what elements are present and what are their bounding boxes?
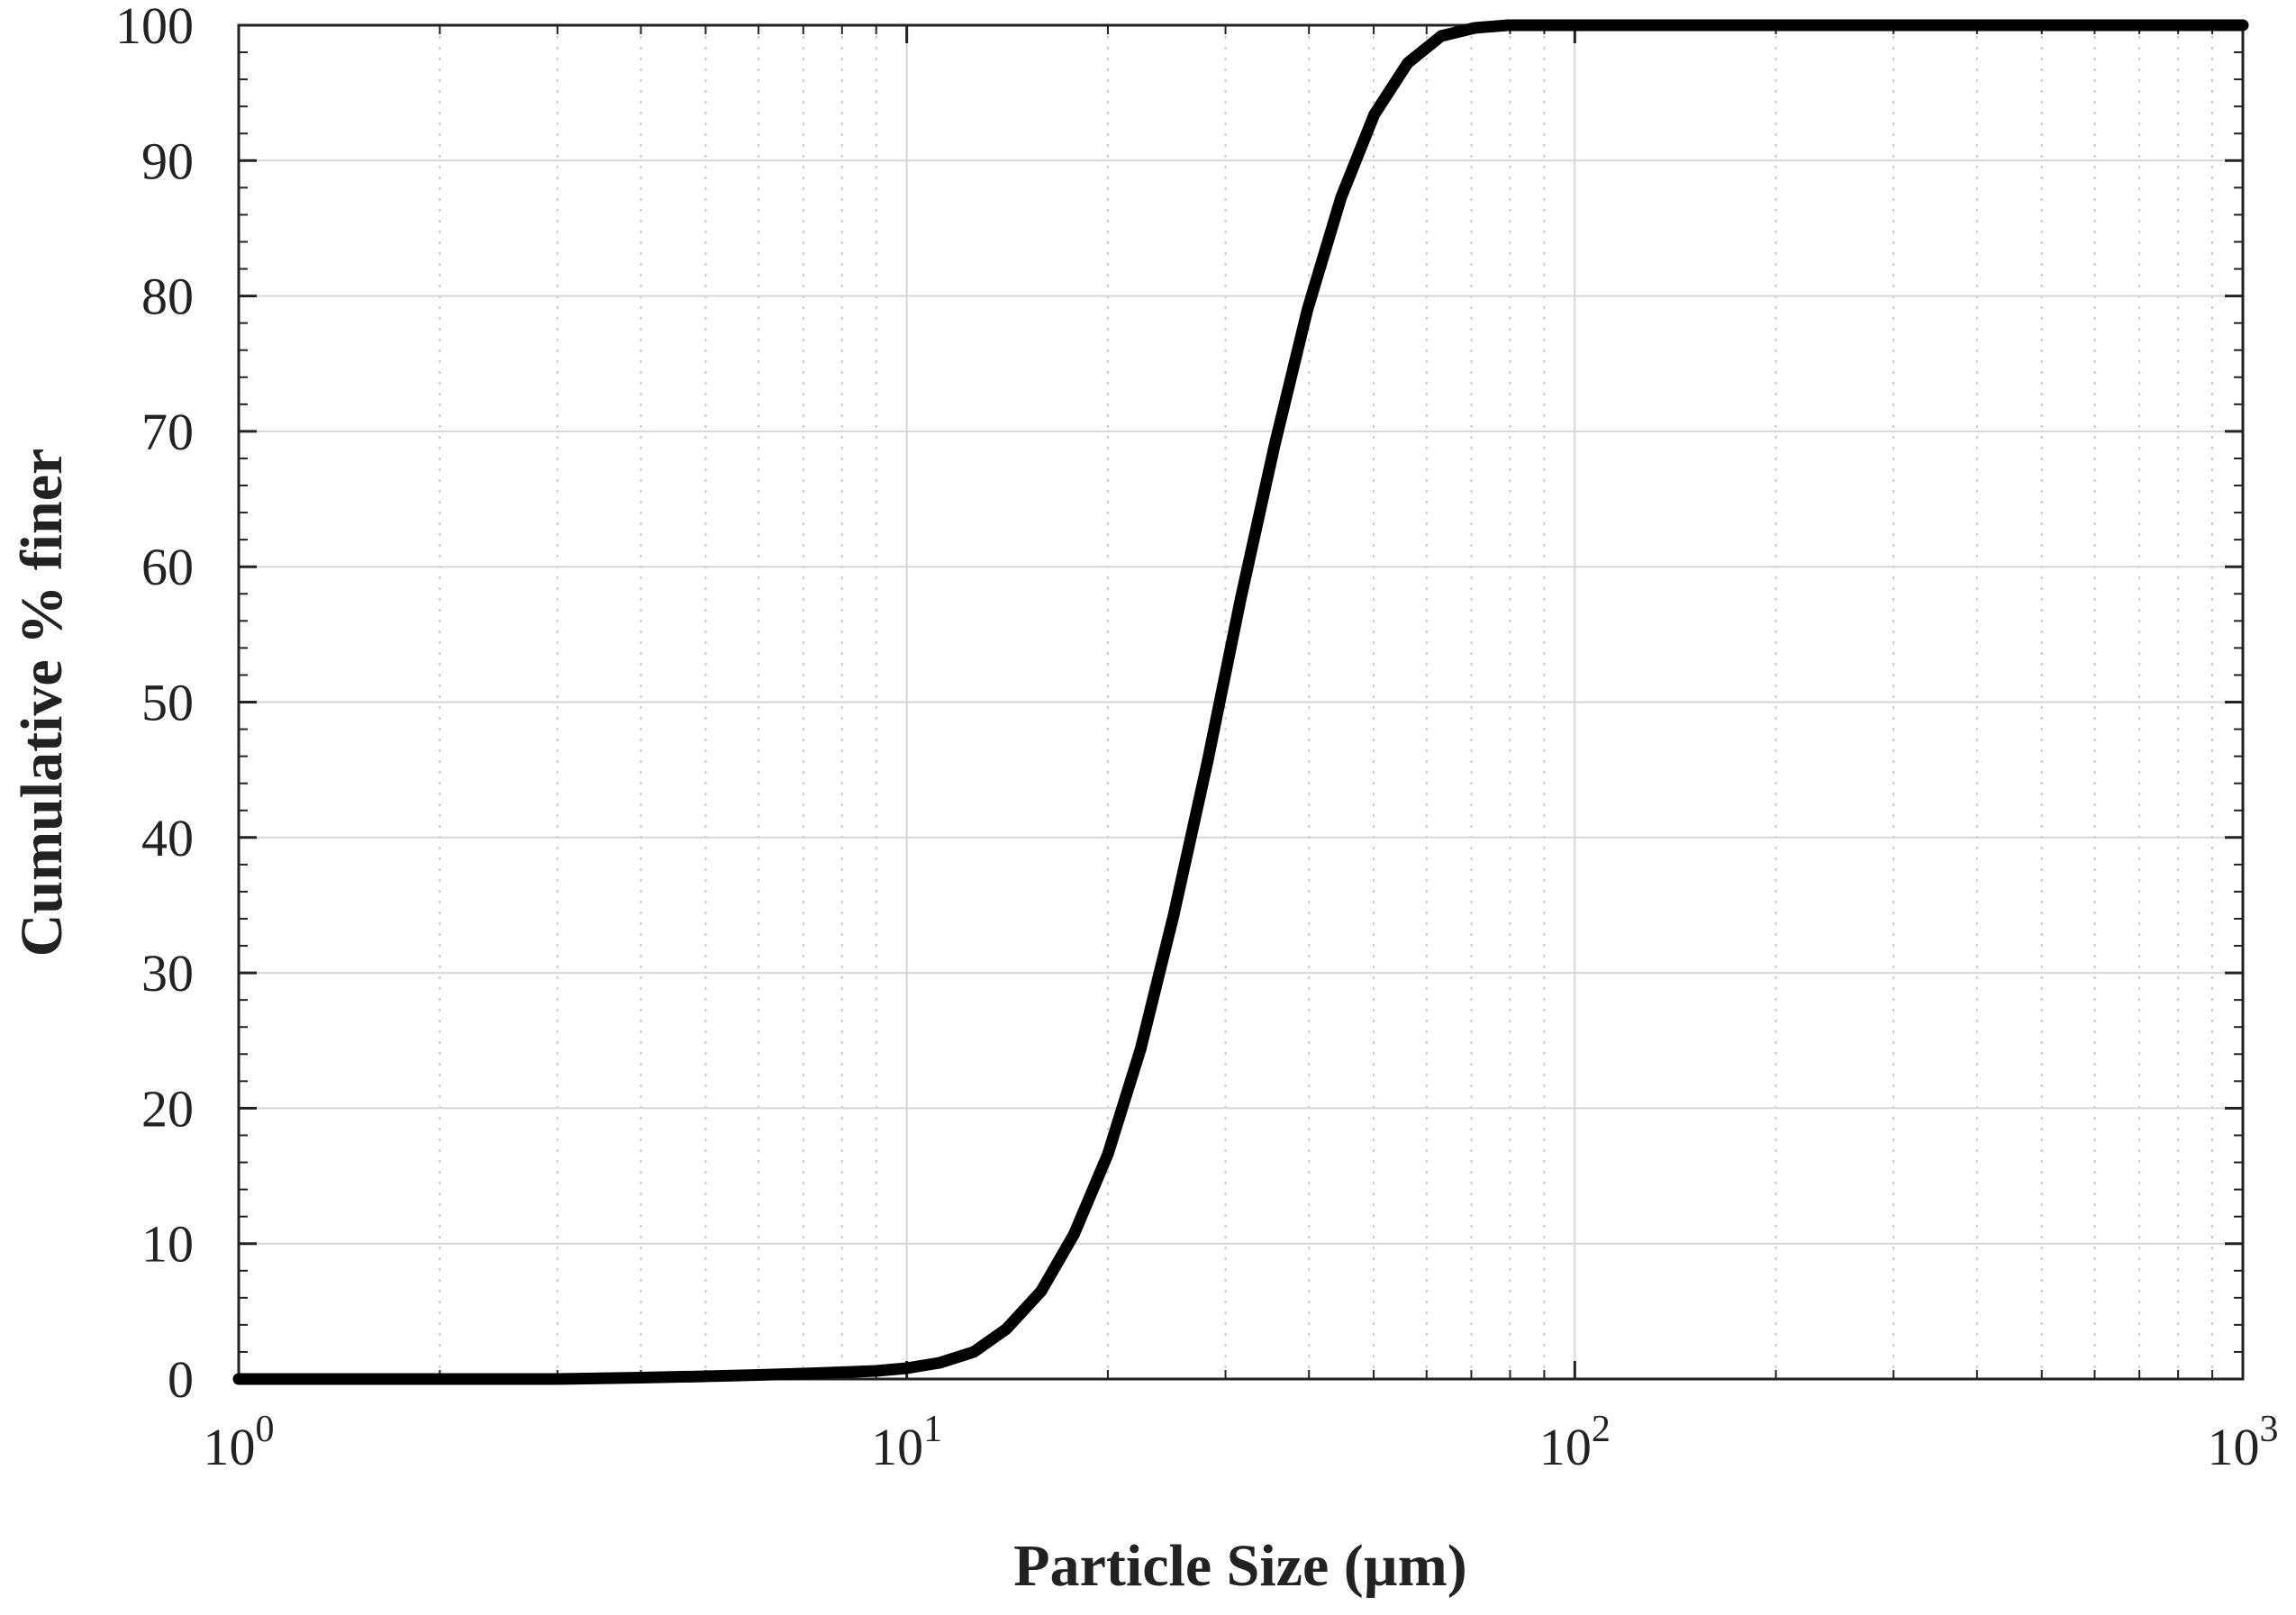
y-tick-label: 70 <box>141 403 194 461</box>
x-tick-label: 102 <box>1539 1409 1611 1476</box>
y-tick-label: 100 <box>115 0 194 55</box>
y-tick-label: 60 <box>141 538 194 596</box>
y-tick-label: 80 <box>141 268 194 326</box>
x-tick-label: 100 <box>204 1409 275 1476</box>
y-tick-label: 20 <box>141 1079 194 1138</box>
plot-frame <box>237 23 2245 1381</box>
y-tick-label: 50 <box>141 674 194 732</box>
y-tick-label: 40 <box>141 809 194 867</box>
x-tick-label: 101 <box>871 1409 942 1476</box>
tick-labels: 100 101 102 103 0 10 20 30 40 50 60 70 80 90 100 <box>115 0 2279 1476</box>
y-tick-label: 0 <box>168 1350 194 1409</box>
y-tick-label: 10 <box>141 1215 194 1274</box>
y-tick-label: 90 <box>141 132 194 190</box>
y-axis-title: Cumulative % finer <box>9 449 75 957</box>
x-axis-title: Particle Size (µm) <box>1013 1533 1466 1599</box>
x-tick-label: 103 <box>2208 1409 2279 1476</box>
y-tick-label: 30 <box>141 944 194 1003</box>
cumulative-curve <box>232 19 2249 1385</box>
